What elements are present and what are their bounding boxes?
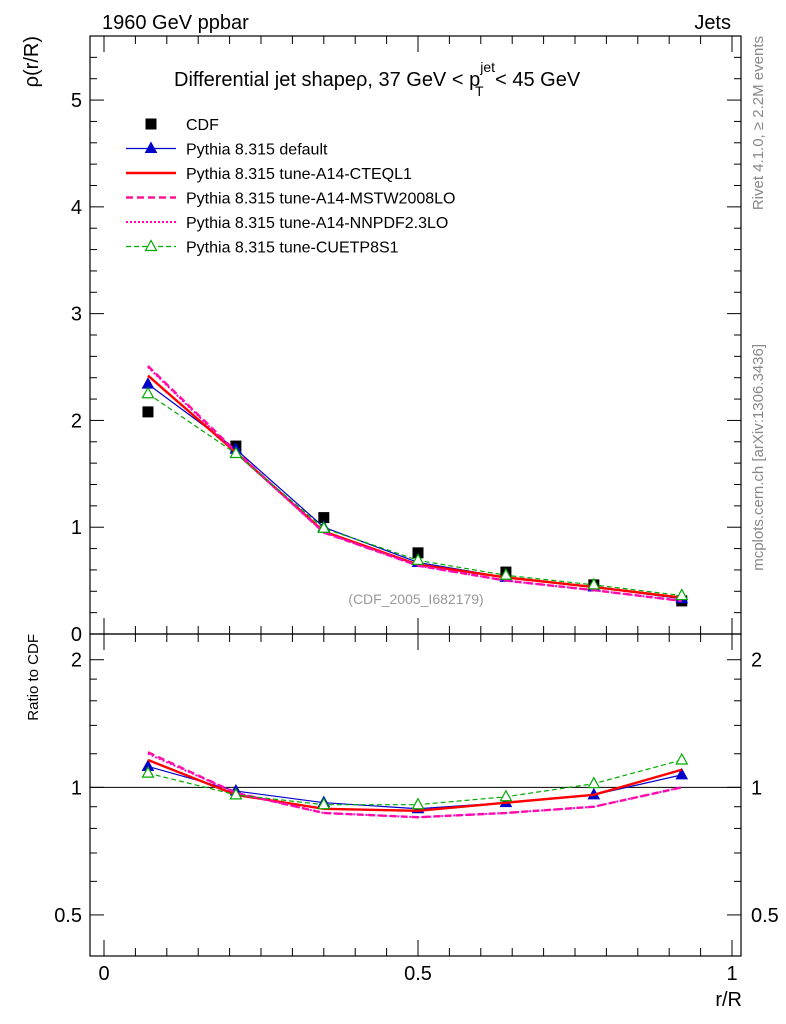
main-cdf-data-point: [412, 547, 424, 559]
ratio-marker-pythia-8-315-tune-cuetp8s1: [229, 787, 243, 800]
main-y-tick-label: 0: [71, 624, 82, 646]
ratio-y-axis-label: Ratio to CDF: [25, 634, 42, 721]
main-y-tick-label: 2: [71, 410, 82, 432]
ratio-marker-pythia-8-315-tune-cuetp8s1: [317, 797, 331, 810]
ratio-marker-pythia-8-315-default: [675, 767, 689, 780]
main-marker-pythia-8-315-tune-cuetp8s1: [499, 568, 513, 580]
main-cdf-data-point: [318, 512, 330, 524]
main-y-tick-label: 1: [71, 517, 82, 539]
header-left-label: 1960 GeV ppbar: [102, 12, 249, 34]
legend-label: Pythia 8.315 tune-A14-MSTW2008LO: [186, 191, 455, 208]
ratio-marker-pythia-8-315-tune-cuetp8s1: [499, 789, 513, 802]
ratio-plot-frame: [89, 633, 742, 957]
ratio-marker-pythia-8-315-tune-cuetp8s1: [675, 752, 689, 765]
main-line-pythia-8-315-tune-a14-nnpdf2-3lo: [147, 366, 682, 602]
legend-marker-pythia-8-315-default: [144, 141, 158, 153]
ratio-y-tick-label-right: 1: [751, 777, 762, 799]
x-tick-label: 0.5: [404, 963, 432, 985]
mcplots-label: mcplots.cern.ch [arXiv:1306.3436]: [750, 344, 767, 571]
x-tick-label: 0: [98, 963, 109, 985]
x-tick-label: 1: [726, 963, 737, 985]
main-y-tick-label: 5: [71, 90, 82, 112]
main-cdf-data-point: [142, 406, 154, 418]
legend-marker-pythia-8-315-tune-cuetp8s1: [144, 239, 158, 252]
ratio-marker-pythia-8-315-tune-cuetp8s1: [587, 776, 601, 789]
ratio-y-tick-label: 1: [71, 777, 82, 799]
main-marker-pythia-8-315-tune-cuetp8s1: [141, 386, 155, 399]
ratio-y-tick-label-right: 2: [751, 650, 762, 672]
legend-label: Pythia 8.315 default: [186, 142, 328, 159]
rivet-version-label: Rivet 4.1.0, ≥ 2.2M events: [750, 36, 767, 210]
legend-label: Pythia 8.315 tune-A14-NNPDF2.3LO: [186, 215, 448, 232]
main-marker-pythia-8-315-tune-cuetp8s1: [317, 521, 331, 533]
legend: CDF Pythia 8.315 default Pythia 8.315 tune…: [126, 117, 455, 257]
ratio-marker-pythia-8-315-tune-cuetp8s1: [141, 765, 155, 778]
legend-marker-cdf: [145, 118, 157, 130]
main-series-group: [141, 365, 689, 607]
legend-label: Pythia 8.315 tune-A14-CTEQL1: [186, 166, 412, 183]
main-plot-title: Differential jet shapeρ, 37 GeV < pjet T …: [174, 59, 581, 99]
analysis-tag: (CDF_2005_I682179): [348, 591, 483, 607]
main-y-axis-label: ρ(r/R): [21, 36, 43, 87]
ratio-y-tick-label: 2: [71, 650, 82, 672]
ratio-series-group: [141, 751, 689, 819]
legend-label: CDF: [186, 117, 219, 134]
main-y-tick-label: 3: [71, 304, 82, 326]
main-y-tick-label: 4: [71, 197, 82, 219]
ratio-marker-pythia-8-315-tune-cuetp8s1: [411, 797, 425, 810]
axis-ticks: 0 1 2 3 4 5 0 0.5 1 0.5 0.5 1 1 2 2: [54, 35, 779, 985]
main-marker-pythia-8-315-tune-cuetp8s1: [411, 553, 425, 565]
main-marker-pythia-8-315-tune-cuetp8s1: [587, 577, 601, 590]
ratio-y-tick-label-right: 0.5: [751, 905, 779, 927]
ratio-line-pythia-8-315-tune-cuetp8s1: [147, 759, 682, 806]
header-right-label: Jets: [694, 12, 731, 34]
x-axis-label: r/R: [715, 989, 742, 1011]
main-marker-pythia-8-315-tune-cuetp8s1: [675, 588, 689, 601]
legend-label: Pythia 8.315 tune-CUETP8S1: [186, 240, 399, 257]
main-marker-pythia-8-315-tune-cuetp8s1: [229, 446, 243, 459]
ratio-y-tick-label: 0.5: [54, 905, 82, 927]
